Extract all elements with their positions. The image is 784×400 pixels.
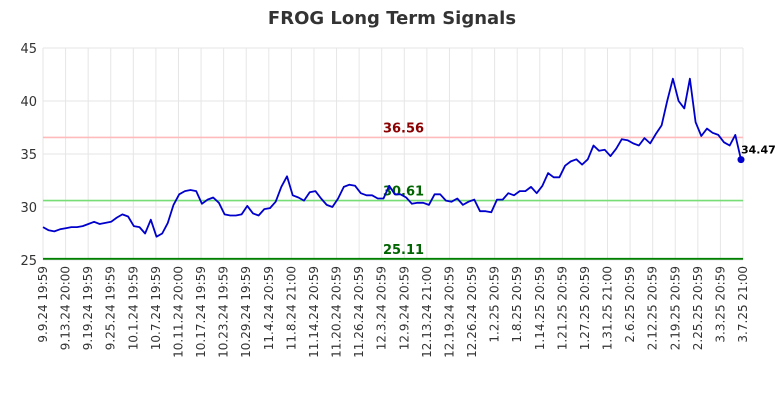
series-line	[42, 77, 742, 238]
x-tick-label: 10.7.24 19:59	[149, 266, 163, 350]
x-tick-label: 11.20.24 20:59	[330, 266, 344, 358]
reference-lines: 36.56 30.61 25.11	[43, 121, 743, 260]
x-tick-label: 1.21.25 20:59	[555, 266, 569, 350]
y-tick-label: 30	[20, 201, 37, 216]
grid-layer	[42, 47, 744, 261]
last-value-point	[737, 156, 745, 164]
x-tick-label: 10.11.24 20:00	[171, 266, 185, 358]
x-tick-label: 1.8.25 20:59	[510, 266, 524, 343]
x-tick-label: 12.3.24 20:59	[375, 266, 389, 350]
x-tick-label: 11.26.24 20:59	[352, 266, 366, 358]
x-tick-label: 9.13.24 20:00	[59, 266, 73, 350]
series-layer: 34.47	[42, 77, 776, 238]
x-tick-label: 2.25.25 20:59	[691, 266, 705, 350]
y-tick-label: 40	[20, 95, 37, 110]
y-tick-label: 25	[20, 254, 37, 269]
x-tick-label: 10.29.24 19:59	[239, 266, 253, 358]
x-tick-label: 3.3.25 20:59	[713, 266, 727, 343]
y-tick-label: 35	[20, 148, 37, 163]
x-tick-label: 1.2.25 20:59	[488, 266, 502, 343]
x-tick-label: 1.14.25 20:59	[533, 266, 547, 350]
x-tick-label: 10.1.24 19:59	[126, 266, 140, 350]
x-tick-label: 2.6.25 20:59	[623, 266, 637, 343]
x-tick-label: 1.27.25 20:59	[578, 266, 592, 350]
x-tick-label: 9.25.24 19:59	[104, 266, 118, 350]
y-tick-label: 45	[20, 42, 37, 57]
x-tick-label: 11.4.24 20:59	[262, 266, 276, 350]
x-tick-label: 11.14.24 20:59	[307, 266, 321, 358]
x-tick-label: 12.9.24 20:59	[397, 266, 411, 350]
x-tick-label: 12.19.24 20:59	[442, 266, 456, 358]
x-tick-label: 12.26.24 20:59	[465, 266, 479, 358]
chart-title: FROG Long Term Signals	[267, 8, 517, 29]
reference-line-label: 25.11	[383, 243, 424, 258]
reference-line-label: 36.56	[383, 121, 424, 136]
x-tick-label: 11.8.24 21:00	[284, 266, 298, 350]
x-tick-label: 10.17.24 19:59	[194, 266, 208, 358]
x-tick-label: 9.9.24 19:59	[36, 266, 50, 343]
x-tick-label: 9.19.24 19:59	[81, 266, 95, 350]
reference-line-label: 30.61	[383, 185, 424, 200]
x-tick-label: 2.19.25 20:59	[668, 266, 682, 350]
x-tick-label: 1.31.25 21:00	[601, 266, 615, 350]
axis-layer: 25 30 35 40 45 9.9.24 19:59 9.13.24 20:00 9.19.…	[20, 42, 750, 358]
x-tick-label: 3.7.25 21:00	[736, 266, 750, 343]
x-tick-label: 12.13.24 21:00	[420, 266, 434, 358]
last-value-label: 34.47	[741, 144, 776, 157]
x-tick-label: 10.23.24 19:59	[217, 266, 231, 358]
x-tick-label: 2.12.25 20:59	[646, 266, 660, 350]
